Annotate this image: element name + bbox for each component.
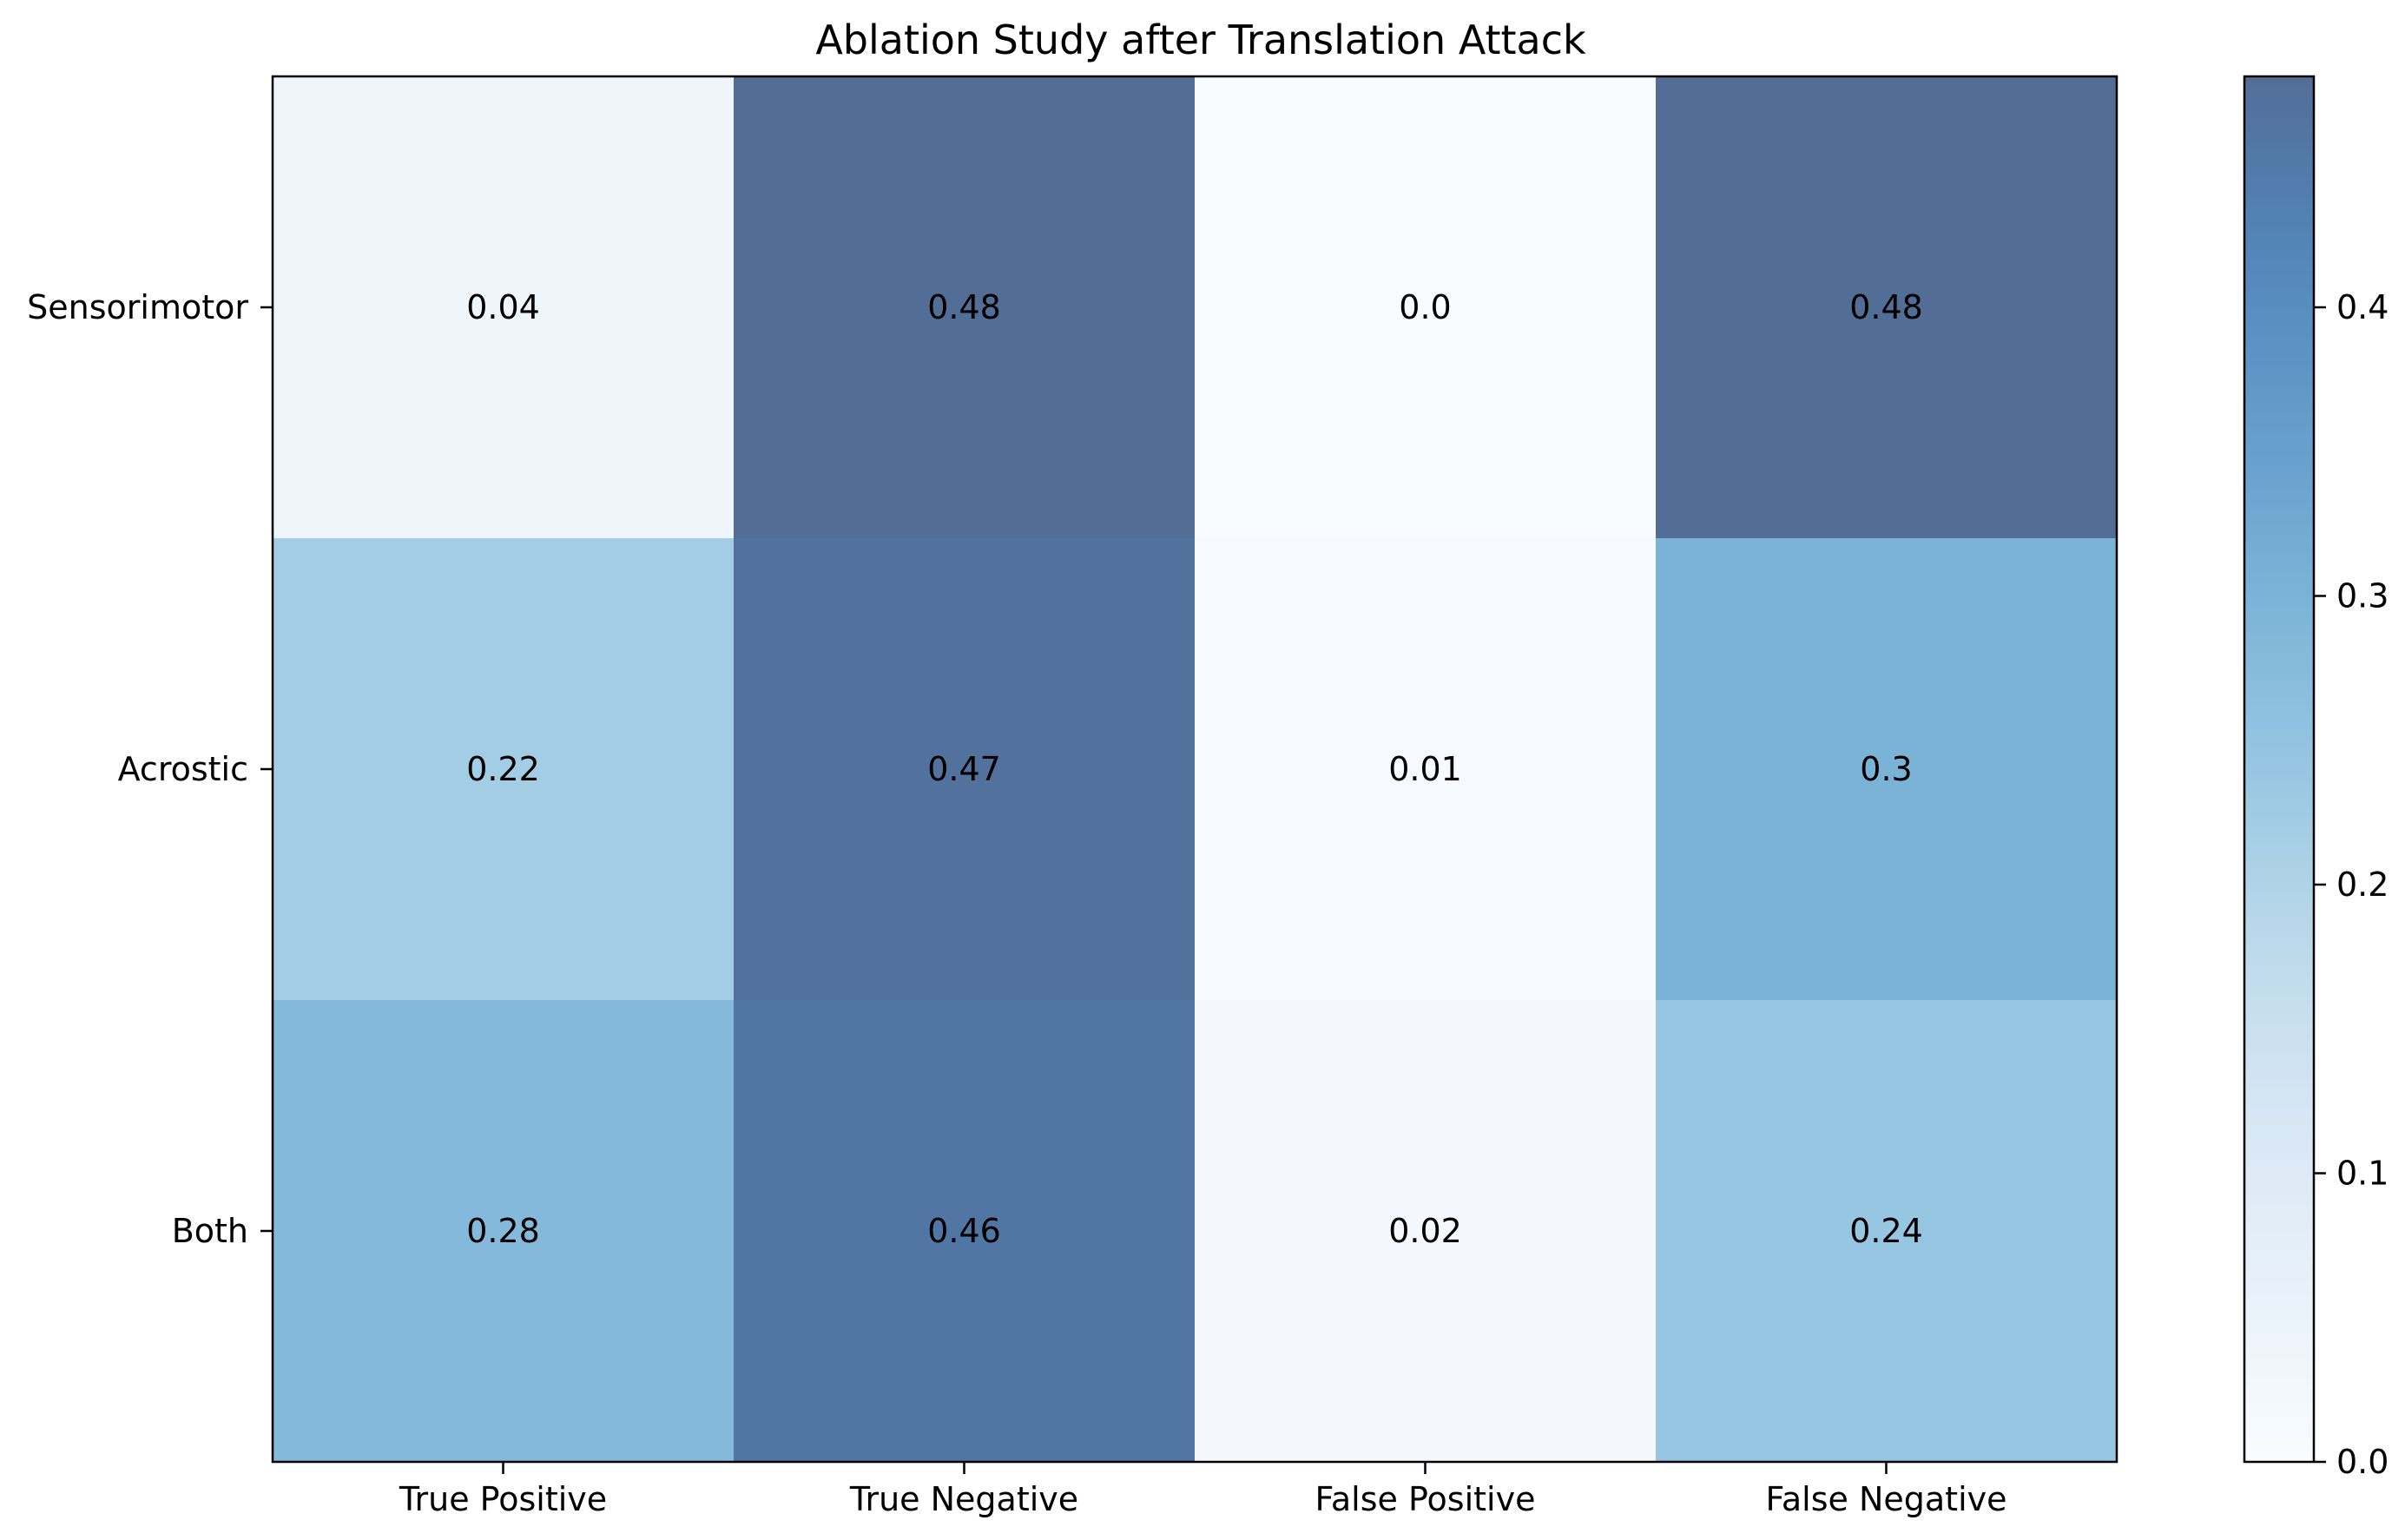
cell-value-label: 0.48 [1849, 288, 1923, 326]
colorbar-tick-label: 0.0 [2336, 1443, 2389, 1481]
cell-value-label: 0.22 [466, 750, 540, 788]
heatmap-cell [273, 76, 735, 539]
cell-value-label: 0.04 [466, 288, 540, 326]
cell-value-label: 0.47 [927, 750, 1001, 788]
heatmap-cell [1656, 1000, 2118, 1463]
y-tick-label: Sensorimotor [27, 288, 248, 326]
colorbar [2243, 75, 2316, 1464]
cell-value-label: 0.28 [466, 1212, 540, 1250]
heatmap-cell [734, 1000, 1196, 1463]
cell-value-label: 0.46 [927, 1212, 1001, 1250]
x-axis: True Positive True Negative False Positive… [399, 1462, 2007, 1518]
heatmap-cells [273, 76, 2118, 1463]
heatmap-cell [1656, 538, 2118, 1001]
x-tick-label: True Positive [399, 1480, 607, 1518]
x-tick-label: False Positive [1315, 1480, 1536, 1518]
heatmap-cell [734, 538, 1196, 1001]
heatmap-cell [273, 1000, 735, 1463]
cell-value-label: 0.02 [1388, 1212, 1462, 1250]
cell-value-label: 0.48 [927, 288, 1001, 326]
heatmap-cell [273, 538, 735, 1001]
colorbar-axis: 0.0 0.1 0.2 0.3 0.4 [2314, 288, 2389, 1481]
heatmap-cell [1656, 76, 2118, 539]
x-tick-label: True Negative [849, 1480, 1078, 1518]
heatmap-cell [1195, 1000, 1657, 1463]
cell-value-label: 0.01 [1388, 750, 1462, 788]
cell-value-label: 0.3 [1860, 750, 1912, 788]
heatmap-cell [1195, 76, 1657, 539]
heatmap-cell-labels: 0.04 0.48 0.0 0.48 0.22 0.47 0.01 0.3 0.28 0.46 0.… [466, 288, 1923, 1250]
heatmap-cell [734, 76, 1196, 539]
cell-value-label: 0.0 [1399, 288, 1451, 326]
x-tick-label: False Negative [1765, 1480, 2006, 1518]
colorbar-tick-label: 0.2 [2336, 865, 2389, 904]
colorbar-tick-label: 0.4 [2336, 288, 2389, 326]
chart-title: Ablation Study after Translation Attack [815, 16, 1586, 63]
y-tick-label: Both [172, 1212, 248, 1250]
heatmap-cell [1195, 538, 1657, 1001]
colorbar-tick-label: 0.3 [2336, 577, 2389, 615]
y-tick-label: Acrostic [118, 750, 248, 788]
y-axis: Sensorimotor Acrostic Both [27, 288, 273, 1250]
colorbar-tick-label: 0.1 [2336, 1155, 2389, 1193]
cell-value-label: 0.24 [1849, 1212, 1923, 1250]
